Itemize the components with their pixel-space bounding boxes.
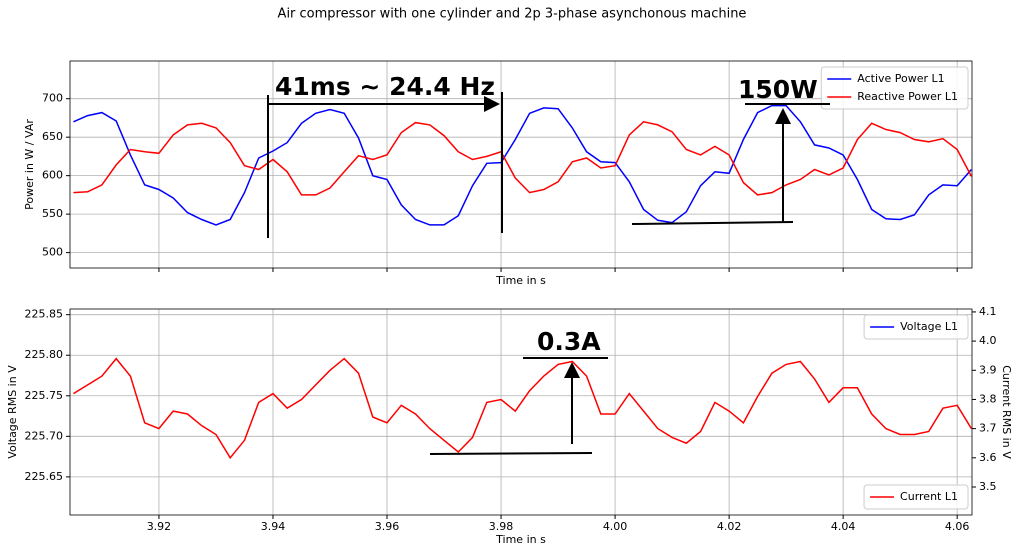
series-layer — [73, 357, 972, 460]
annotation-text: 150W — [738, 75, 818, 104]
x-tick-label: 4.02 — [717, 520, 742, 533]
y2-tick-label: 4.1 — [979, 305, 997, 318]
y-tick-label: 225.80 — [25, 348, 64, 361]
axes-frame — [69, 308, 973, 516]
y-axis-label: Power in W / VAr — [23, 119, 36, 210]
figure-title: Air compressor with one cylinder and 2p … — [278, 7, 747, 22]
subplot: 3.92 3.94 3.96 3.98 4.00 4.02 4.04 4.06 225.65 22… — [6, 305, 1013, 546]
y-tick-label: 225.75 — [25, 389, 64, 402]
axes-frame — [69, 60, 973, 269]
legend-box — [863, 314, 969, 340]
x-tick-label: 3.94 — [261, 520, 286, 533]
legend-label: Current L1 — [900, 490, 958, 503]
plots: 500 550 600 650 700 Time in s Power in W / VAr… — [6, 60, 1013, 546]
y-tick-label: 225.85 — [25, 308, 64, 321]
plot-area — [70, 309, 972, 515]
y-tick-label: 225.70 — [25, 429, 64, 442]
legend-box — [820, 66, 969, 110]
x-tick-label: 3.98 — [489, 520, 514, 533]
legend-label: Reactive Power L1 — [857, 90, 958, 103]
y2-tick-label: 4.0 — [979, 334, 997, 347]
annotation-line — [429, 452, 593, 455]
annotation-line — [631, 221, 794, 225]
annotations: 41ms ~ 24.4 Hz 150W 0.3A — [267, 72, 830, 455]
y-tick-label: 650 — [42, 130, 63, 143]
y-axis-label: Voltage RMS in V — [6, 365, 19, 459]
legend-label: Voltage L1 — [900, 320, 958, 333]
annotation-text: 41ms ~ 24.4 Hz — [275, 72, 495, 101]
x-axis-label: Time in s — [495, 533, 546, 546]
legend-box — [863, 484, 969, 510]
x-tick-label: 4.04 — [831, 520, 856, 533]
legend: Active Power L1 Reactive Power L1 — [820, 66, 969, 110]
x-tick-label: 4.00 — [603, 520, 628, 533]
y-tick-label: 500 — [42, 246, 63, 259]
x-tick-label: 4.06 — [945, 520, 970, 533]
x-tick-label: 3.92 — [147, 520, 172, 533]
x-axis-label: Time in s — [495, 274, 546, 287]
y2-tick-label: 3.6 — [979, 451, 997, 464]
legend-label: Active Power L1 — [857, 72, 944, 85]
y-tick-label: 600 — [42, 169, 63, 182]
y2-tick-label: 3.5 — [979, 480, 997, 493]
series-layer — [73, 104, 972, 226]
y2-axis-label: Current RMS in V — [1000, 365, 1013, 459]
y2-tick-label: 3.7 — [979, 422, 997, 435]
y-tick-label: 700 — [42, 92, 63, 105]
y-tick-label: 225.65 — [25, 470, 64, 483]
data-line — [73, 104, 972, 226]
data-line — [73, 120, 972, 196]
annotation-text: 0.3A — [537, 327, 601, 356]
y-tick-label: 550 — [42, 207, 63, 220]
x-tick-label: 3.96 — [375, 520, 400, 533]
subplot: 500 550 600 650 700 Time in s Power in W / VAr… — [23, 60, 973, 287]
legend: Current L1 — [863, 484, 969, 510]
y2-tick-label: 3.8 — [979, 392, 997, 405]
legend: Voltage L1 — [863, 314, 969, 340]
y2-tick-label: 3.9 — [979, 363, 997, 376]
data-line — [73, 357, 972, 460]
